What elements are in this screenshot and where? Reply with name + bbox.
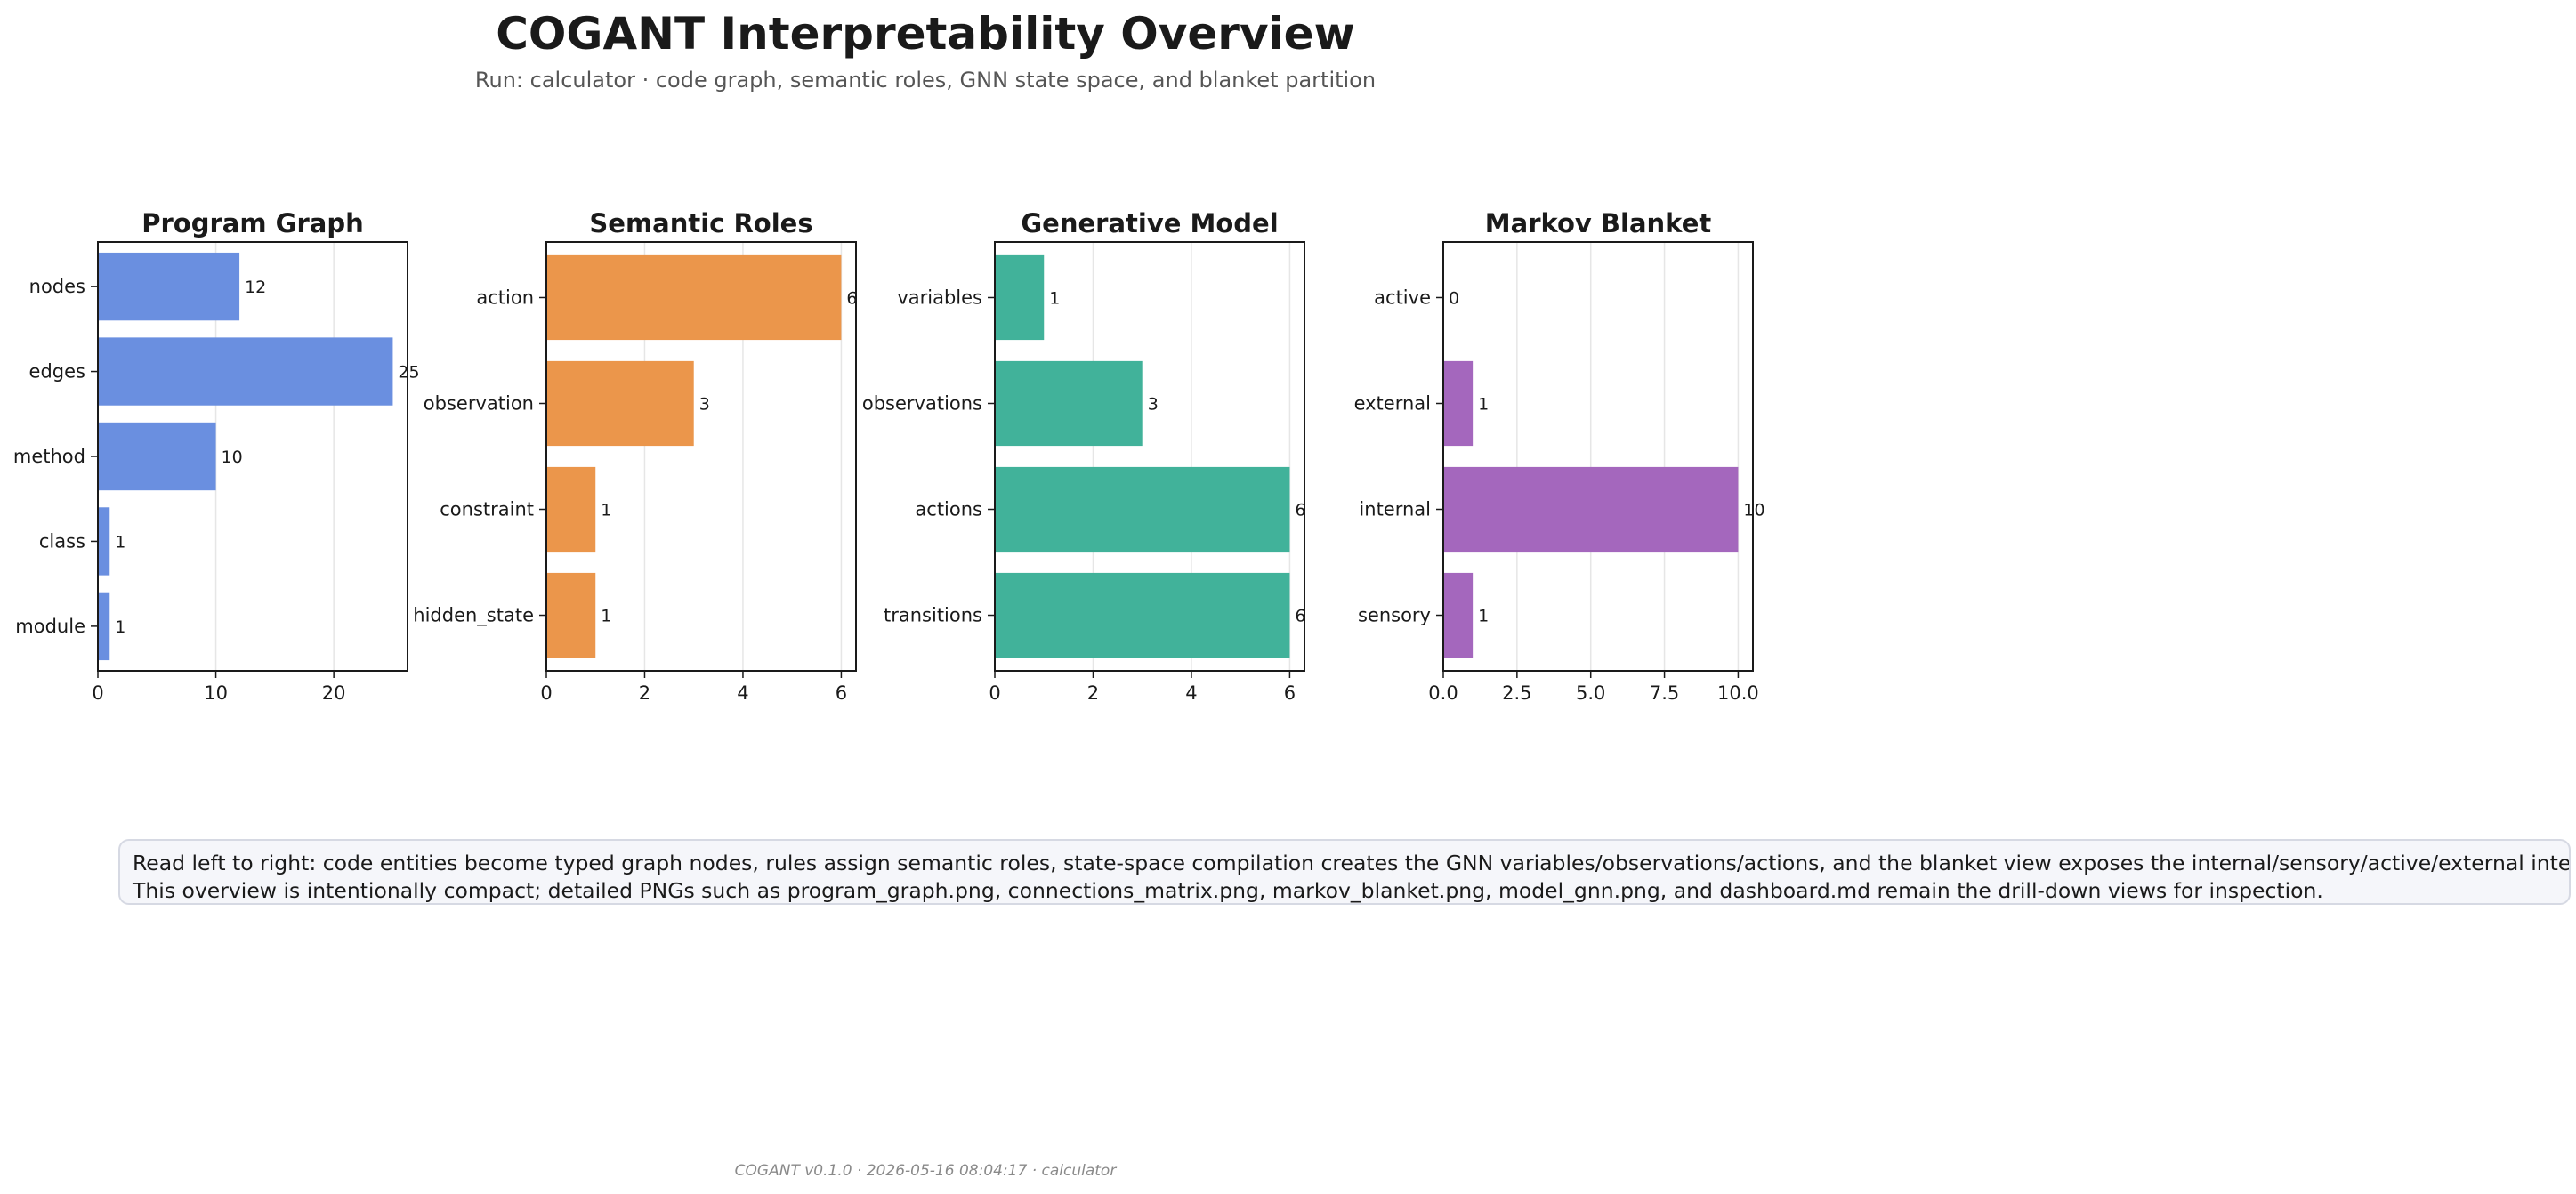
page-title: COGANT Interpretability Overview [496,8,1355,60]
y-tick-label: edges [29,361,85,383]
x-tick-label: 0 [92,682,103,704]
value-label: 1 [115,532,125,552]
y-tick-label: transitions [884,605,982,626]
y-tick-label: constraint [440,499,534,520]
bar-transitions [995,572,1290,658]
bar-observation [546,360,694,447]
bar-actions [995,466,1290,553]
y-tick-label: active [1374,286,1431,308]
x-tick-label: 5.0 [1576,682,1605,704]
plot-frame [97,241,408,672]
chart-title: Generative Model [1021,208,1278,238]
x-tick-label: 0 [989,682,1000,704]
plot-frame [1442,241,1754,672]
bar-observations [995,360,1143,447]
x-tick-label: 4 [1185,682,1197,704]
value-label: 10 [1743,501,1764,520]
y-tick-label: nodes [29,276,85,297]
footer-stamp: COGANT v0.1.0 · 2026-05-16 08:04:17 · ca… [734,1162,1117,1180]
value-label: 1 [1049,288,1060,308]
y-tick-label: hidden_state [413,605,534,627]
explanation-note: Read left to right: code entities become… [118,839,2571,905]
value-label: 1 [601,607,611,626]
y-tick-label: action [476,286,534,308]
value-label: 6 [846,288,857,308]
x-tick-label: 4 [737,682,748,704]
x-tick-label: 6 [1284,682,1296,704]
chart-panel-semantic-roles: 6 action 3 observation 1 constraint 1 hidden_st… [413,208,857,704]
x-tick-label: 2 [639,682,650,704]
value-label: 1 [601,501,611,520]
bar-internal [1443,466,1739,553]
value-label: 10 [222,448,243,467]
value-label: 1 [1478,607,1489,626]
chart-panel-markov-blanket: 0 active 1 external 10 internal 1 sensory 0.0 2.5… [1354,208,1765,704]
value-label: 3 [699,394,710,414]
plot-frame [994,241,1305,672]
bar-module [98,592,110,661]
x-tick-label: 10 [204,682,228,704]
bar-method [98,422,216,491]
x-tick-label: 6 [836,682,847,704]
note-line-1: Read left to right: code entities become… [133,851,2571,875]
value-label: 6 [1295,501,1305,520]
y-tick-label: actions [915,499,982,520]
bar-constraint [546,466,596,553]
y-tick-label: module [15,616,85,637]
chart-title: Markov Blanket [1485,208,1712,238]
x-tick-label: 0 [540,682,552,704]
note-line-2: This overview is intentionally compact; … [133,878,2323,903]
bar-variables [995,254,1045,341]
y-tick-label: sensory [1358,605,1431,626]
chart-panel-program-graph: 12 nodes 25 edges 10 method 1 class 1 module 0 10 20… [13,208,420,704]
y-tick-label: variables [897,286,982,308]
y-tick-label: class [39,530,85,552]
bar-hidden-state [546,572,596,658]
x-tick-label: 10.0 [1717,682,1759,704]
value-label: 0 [1449,288,1459,308]
value-label: 25 [398,363,419,383]
chart-panel-generative-model: 1 variables 3 observations 6 actions 6 transiti… [862,208,1306,704]
chart-title: Program Graph [141,208,364,238]
value-label: 1 [115,617,125,637]
x-tick-label: 0.0 [1428,682,1458,704]
value-label: 6 [1295,607,1305,626]
x-tick-label: 2 [1087,682,1099,704]
bar-sensory [1443,572,1474,658]
bar-class [98,507,110,576]
value-label: 12 [245,278,266,297]
bar-external [1443,360,1474,447]
plot-frame [545,241,857,672]
bar-nodes [98,252,240,321]
bar-edges [98,337,393,406]
chart-title: Semantic Roles [589,208,812,238]
y-tick-label: internal [1359,499,1431,520]
bar-action [546,254,842,341]
y-tick-label: observation [424,392,534,414]
value-label: 3 [1148,394,1159,414]
x-tick-label: 20 [322,682,346,704]
value-label: 1 [1478,394,1489,414]
y-tick-label: external [1354,392,1431,414]
x-tick-label: 7.5 [1650,682,1679,704]
y-tick-label: observations [862,392,982,414]
x-tick-label: 2.5 [1502,682,1531,704]
page-subtitle: Run: calculator · code graph, semantic r… [474,68,1377,93]
y-tick-label: method [13,446,85,467]
